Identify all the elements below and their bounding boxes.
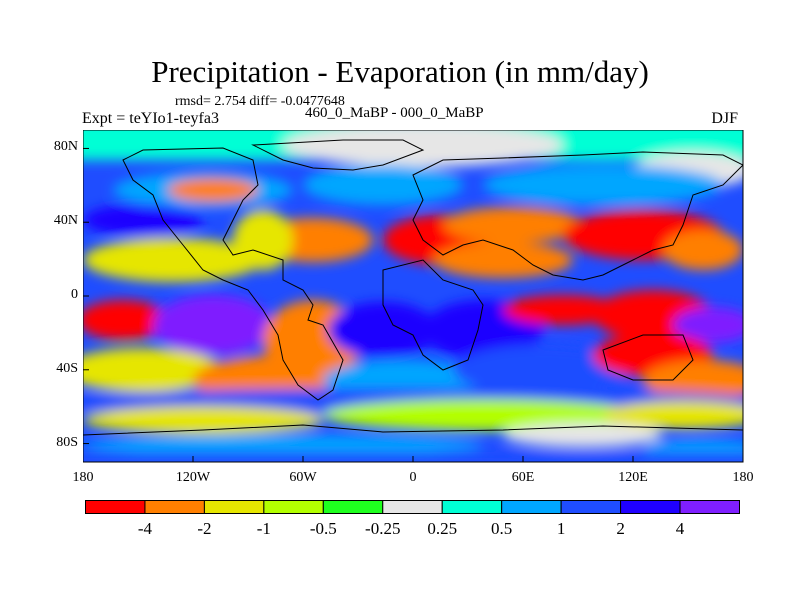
lat-tick-label: 80N [53, 139, 78, 155]
colorbar-swatch [679, 500, 741, 514]
lon-tick-label: 180 [732, 470, 754, 485]
colorbar-label: 0.25 [427, 519, 457, 538]
lat-tick-label: 40S [56, 360, 78, 376]
lat-tick-label: 0 [71, 287, 78, 302]
latitude-axis [83, 147, 89, 445]
colorbar-label: 0.5 [491, 519, 512, 538]
field-layer [83, 130, 743, 462]
lon-tick-label: 0 [409, 470, 417, 485]
colorbar-label: -0.5 [310, 519, 337, 538]
colorbar-swatch [263, 500, 324, 514]
colorbar-swatch [441, 500, 503, 514]
lon-tick-label: 120E [618, 470, 648, 485]
colorbar-swatch [501, 500, 562, 514]
colorbar-swatch [85, 500, 146, 514]
period-label: 460_0_MaBP - 000_0_MaBP [305, 105, 484, 121]
longitude-axis [83, 456, 744, 462]
colorbar-label: -4 [138, 519, 153, 538]
chart-title: Precipitation - Evaporation (in mm/day) [151, 54, 649, 89]
colorbar-swatch [322, 500, 384, 514]
colorbar-label: 1 [557, 519, 566, 538]
lon-tick-label: 180 [72, 470, 94, 485]
colorbar-swatch [144, 500, 205, 514]
colorbar: -4 -2 -1 -0.5 -0.25 0.25 0.5 1 2 4 [85, 500, 741, 538]
lon-tick-label: 60W [289, 470, 317, 485]
lon-tick-label: 60E [511, 470, 535, 485]
lat-tick-label: 80S [56, 434, 78, 450]
experiment-label: Expt = teYIo1-teyfa3 [82, 110, 219, 127]
colorbar-label: -2 [197, 519, 211, 538]
colorbar-label: 4 [676, 519, 685, 538]
lat-tick-label: 40N [53, 213, 78, 229]
world-map [83, 130, 744, 463]
colorbar-swatch [560, 500, 622, 514]
season-label: DJF [711, 110, 738, 127]
colorbar-label: -0.25 [365, 519, 400, 538]
colorbar-label: -1 [257, 519, 271, 538]
stats-label: rmsd= 2.754 diff= -0.0477648 [175, 94, 345, 109]
colorbar-swatch [382, 500, 443, 514]
lon-tick-label: 120W [175, 470, 211, 485]
colorbar-swatch [620, 500, 681, 514]
coastlines [83, 139, 743, 436]
colorbar-label: 2 [616, 519, 625, 538]
colorbar-swatch [203, 500, 265, 514]
